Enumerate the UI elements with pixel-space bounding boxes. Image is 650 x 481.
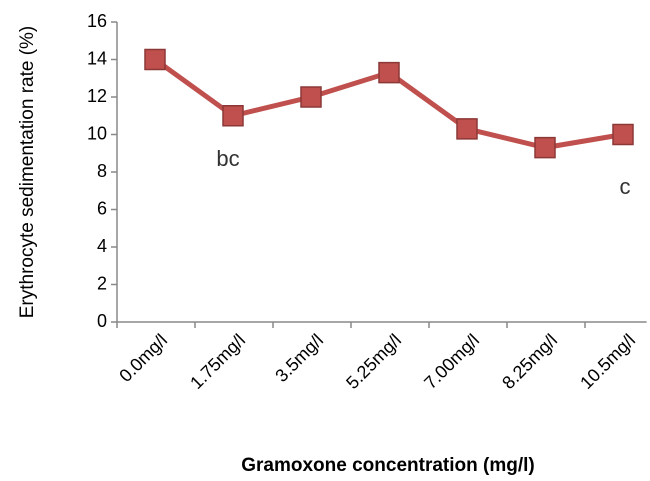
x-tick-label: 10.5mg/l (576, 330, 639, 393)
x-tick-label: 7.00mg/l (420, 330, 483, 393)
annotation: c (620, 174, 631, 199)
y-tick-label: 6 (97, 198, 107, 218)
data-marker (534, 136, 556, 159)
data-marker (300, 86, 322, 108)
y-tick-label: 4 (97, 236, 107, 256)
y-tick-label: 2 (97, 273, 107, 293)
x-tick-label: 0.0mg/l (115, 330, 171, 386)
y-tick-label: 12 (87, 86, 107, 106)
x-tick-label: 5.25mg/l (342, 330, 405, 393)
y-tick-label: 10 (87, 123, 107, 143)
y-tick-label: 16 (87, 11, 107, 31)
x-tick-label: 3.5mg/l (271, 330, 327, 386)
data-marker (378, 61, 400, 84)
data-marker (222, 105, 244, 127)
data-marker (456, 118, 478, 140)
x-tick-label: 1.75mg/l (186, 330, 249, 393)
x-tick-label: 8.25mg/l (498, 330, 561, 393)
x-axis-title: Gramoxone concentration (mg/l) (241, 455, 534, 476)
data-marker (612, 123, 634, 146)
annotation: bc (216, 146, 239, 171)
data-marker (144, 48, 166, 71)
y-tick-label: 14 (87, 48, 107, 68)
y-tick-label: 8 (97, 161, 107, 181)
y-axis-title: Erythrocyte sedimentation rate (%) (17, 26, 38, 319)
y-tick-label: 0 (97, 311, 107, 331)
